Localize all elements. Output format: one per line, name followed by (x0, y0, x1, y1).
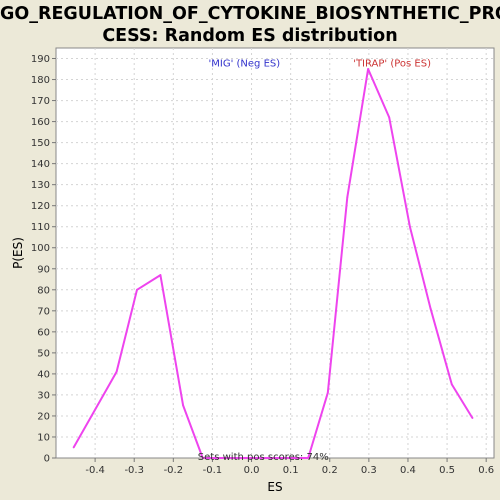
y-tick-label: 70 (37, 306, 50, 317)
x-tick-label: 0.6 (478, 465, 494, 476)
x-tick-label: 0.0 (244, 465, 260, 476)
chart-title-line-2: CESS: Random ES distribution (102, 26, 398, 46)
y-tick-label: 190 (31, 54, 50, 65)
y-tick-label: 50 (37, 348, 50, 359)
y-tick-label: 180 (31, 75, 50, 86)
plot-area (55, 47, 495, 459)
y-tick-label: 0 (44, 454, 50, 465)
data-point (72, 446, 75, 449)
y-tick-label: 120 (31, 201, 50, 212)
y-tick-label: 40 (37, 369, 50, 380)
x-tick-label: -0.2 (164, 465, 184, 476)
data-point (367, 68, 369, 70)
x-axis-label: ES (267, 480, 282, 494)
x-tick-label: 0.1 (283, 465, 299, 476)
y-tick-label: 130 (31, 180, 50, 191)
data-point (450, 383, 453, 386)
y-tick-label: 170 (31, 96, 50, 107)
x-tick-label: -0.4 (85, 465, 105, 476)
data-point (346, 196, 349, 199)
y-tick-label: 20 (37, 411, 50, 422)
data-point (159, 274, 162, 276)
y-axis-label: P(ES) (11, 237, 25, 269)
data-point (307, 457, 310, 459)
x-tick-label: -0.3 (124, 465, 144, 476)
y-tick-label: 10 (37, 432, 50, 443)
y-tick-label: 30 (37, 390, 50, 401)
chart-annotation: 'TIRAP' (Pos ES) (353, 59, 431, 70)
chart-annotation: 'MIG' (Neg ES) (209, 59, 281, 70)
data-point (136, 288, 138, 291)
x-tick-label: 0.3 (361, 465, 377, 476)
data-point (429, 307, 432, 310)
data-point (115, 370, 118, 373)
y-tick-label: 100 (31, 243, 50, 254)
y-tick-label: 140 (31, 159, 50, 170)
x-tick-label: -0.1 (203, 465, 223, 476)
data-point (388, 116, 391, 119)
y-tick-label: 90 (37, 264, 50, 275)
x-tick-label: 0.4 (400, 465, 416, 476)
data-point (326, 391, 329, 394)
data-point (201, 457, 204, 459)
x-tick-label: 0.5 (439, 465, 455, 476)
y-tick-label: 80 (37, 285, 50, 296)
chart-title-line-1: GO_REGULATION_OF_CYTOKINE_BIOSYNTHETIC_P… (0, 4, 500, 24)
y-tick-label: 60 (37, 327, 50, 338)
x-tick-label: 0.2 (322, 465, 338, 476)
y-tick-label: 150 (31, 138, 50, 149)
data-point (182, 404, 184, 407)
data-point (409, 225, 411, 228)
data-point (471, 417, 474, 419)
y-tick-label: 160 (31, 117, 50, 128)
y-tick-label: 110 (31, 222, 50, 233)
chart-annotation: Sets with pos scores: 74% (198, 452, 329, 463)
